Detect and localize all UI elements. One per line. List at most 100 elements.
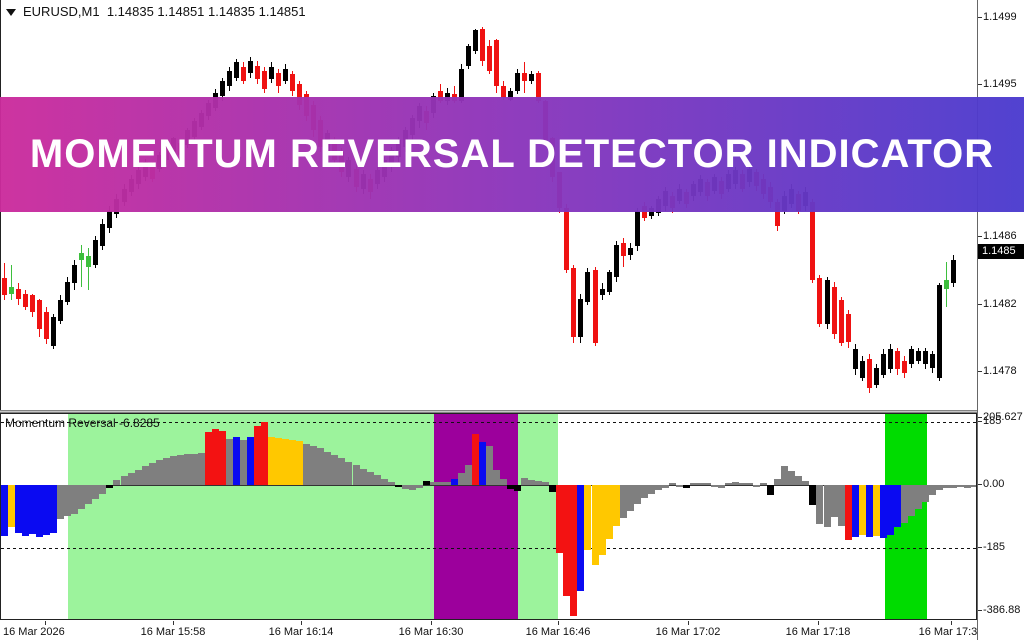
histogram-bar: [15, 485, 23, 533]
candle: [908, 349, 914, 365]
candle: [536, 72, 542, 102]
candle: [922, 350, 928, 365]
histogram-bar: [507, 485, 515, 490]
histogram-bar: [584, 485, 592, 550]
price-axis[interactable]: 1.1499 1.1495 1.1486 1.1482 1.1478 205.627 185…: [977, 0, 1024, 640]
histogram-bar: [950, 485, 958, 488]
histogram-bar: [275, 438, 283, 485]
histogram-bar: [865, 485, 873, 538]
histogram-bar: [472, 433, 479, 485]
histogram-bar: [331, 455, 339, 485]
histogram-bar: [626, 485, 634, 511]
candle: [226, 70, 232, 87]
histogram-bar: [169, 456, 177, 485]
histogram-bar: [345, 461, 353, 485]
histogram-bar: [64, 485, 72, 517]
histogram-bar: [127, 473, 135, 485]
histogram-bar: [521, 478, 529, 485]
histogram-bar: [486, 445, 494, 485]
histogram-bar: [120, 476, 128, 485]
histogram-bar: [240, 440, 248, 485]
candle: [585, 271, 591, 302]
candle: [51, 317, 57, 346]
histogram-bar: [57, 485, 65, 520]
symbol-quote-line: EURUSD,M1 1.14835 1.14851 1.14835 1.1485…: [6, 4, 306, 19]
candle: [880, 354, 886, 375]
candle: [817, 278, 823, 324]
candle: [915, 350, 921, 362]
histogram-bar: [647, 485, 655, 494]
histogram-bar: [415, 485, 423, 489]
histogram-bar: [155, 460, 163, 485]
candle: [269, 67, 275, 80]
histogram-bar: [148, 462, 156, 485]
candle: [276, 72, 282, 87]
candle: [936, 285, 942, 378]
histogram-bar: [823, 485, 831, 527]
candle: [2, 278, 7, 296]
zero-line: [1, 485, 976, 486]
histogram-bar: [464, 465, 472, 485]
histogram-bar: [753, 485, 761, 487]
candle: [634, 210, 640, 247]
histogram-bar: [296, 441, 304, 485]
candle: [262, 70, 268, 90]
time-tick-label: 16 Mar 2026: [3, 626, 65, 638]
histogram-bar: [36, 485, 44, 537]
indicator-tick-label: -185: [983, 541, 1006, 553]
histogram-bar: [704, 483, 711, 485]
time-tick-mark: [818, 621, 819, 625]
histogram-bar: [141, 466, 149, 485]
time-tick-mark: [431, 621, 432, 625]
histogram-bar: [668, 483, 676, 485]
price-tick-mark: [978, 16, 982, 18]
candle: [508, 91, 514, 100]
candle-wick: [11, 264, 13, 301]
time-axis[interactable]: 16 Mar 2026 16 Mar 15:58 16 Mar 16:14 16 Ma…: [0, 621, 983, 640]
candle: [929, 354, 935, 368]
histogram-bar: [718, 485, 726, 488]
symbol-dropdown-icon[interactable]: [6, 9, 16, 16]
histogram-bar: [204, 432, 212, 485]
candle: [838, 300, 844, 343]
indicator-tick-label: 205.627: [983, 411, 1023, 423]
candle: [944, 280, 950, 289]
histogram-bar: [746, 483, 754, 485]
candle: [627, 248, 633, 255]
candle: [86, 256, 92, 267]
histogram-bar: [809, 485, 817, 506]
histogram-bar: [528, 479, 536, 485]
candle: [44, 312, 50, 340]
histogram-bar: [514, 485, 522, 492]
histogram-bar: [957, 485, 965, 488]
histogram-bar: [401, 485, 409, 490]
histogram-bar: [282, 439, 290, 485]
panel-splitter[interactable]: [0, 410, 977, 413]
histogram-bar: [8, 485, 16, 527]
histogram-bar: [886, 485, 894, 536]
histogram-bar: [964, 485, 972, 488]
histogram-bar: [570, 485, 578, 617]
histogram-bar: [450, 478, 458, 485]
histogram-bar: [289, 440, 297, 485]
histogram-bar: [380, 478, 388, 485]
histogram-bar: [225, 439, 233, 485]
histogram-bar: [696, 482, 704, 485]
histogram-bar: [183, 454, 191, 485]
candle: [852, 349, 858, 370]
time-tick-mark: [558, 621, 559, 625]
candle: [522, 72, 528, 81]
histogram-bar: [830, 485, 838, 518]
candle: [233, 62, 239, 78]
candle: [23, 293, 29, 308]
histogram-bar: [387, 481, 395, 485]
time-tick-label: 16 Mar 16:14: [268, 626, 334, 638]
candle: [501, 86, 507, 98]
indicator-tick-mark: [978, 417, 982, 418]
price-tick-label: 1.1499: [983, 10, 1017, 23]
indicator-panel[interactable]: Momentum Reversal -6.8285: [0, 413, 977, 620]
candle: [592, 269, 598, 343]
signal-zone-band: [518, 414, 558, 619]
histogram-bar: [366, 472, 374, 485]
histogram-bar: [218, 430, 226, 485]
